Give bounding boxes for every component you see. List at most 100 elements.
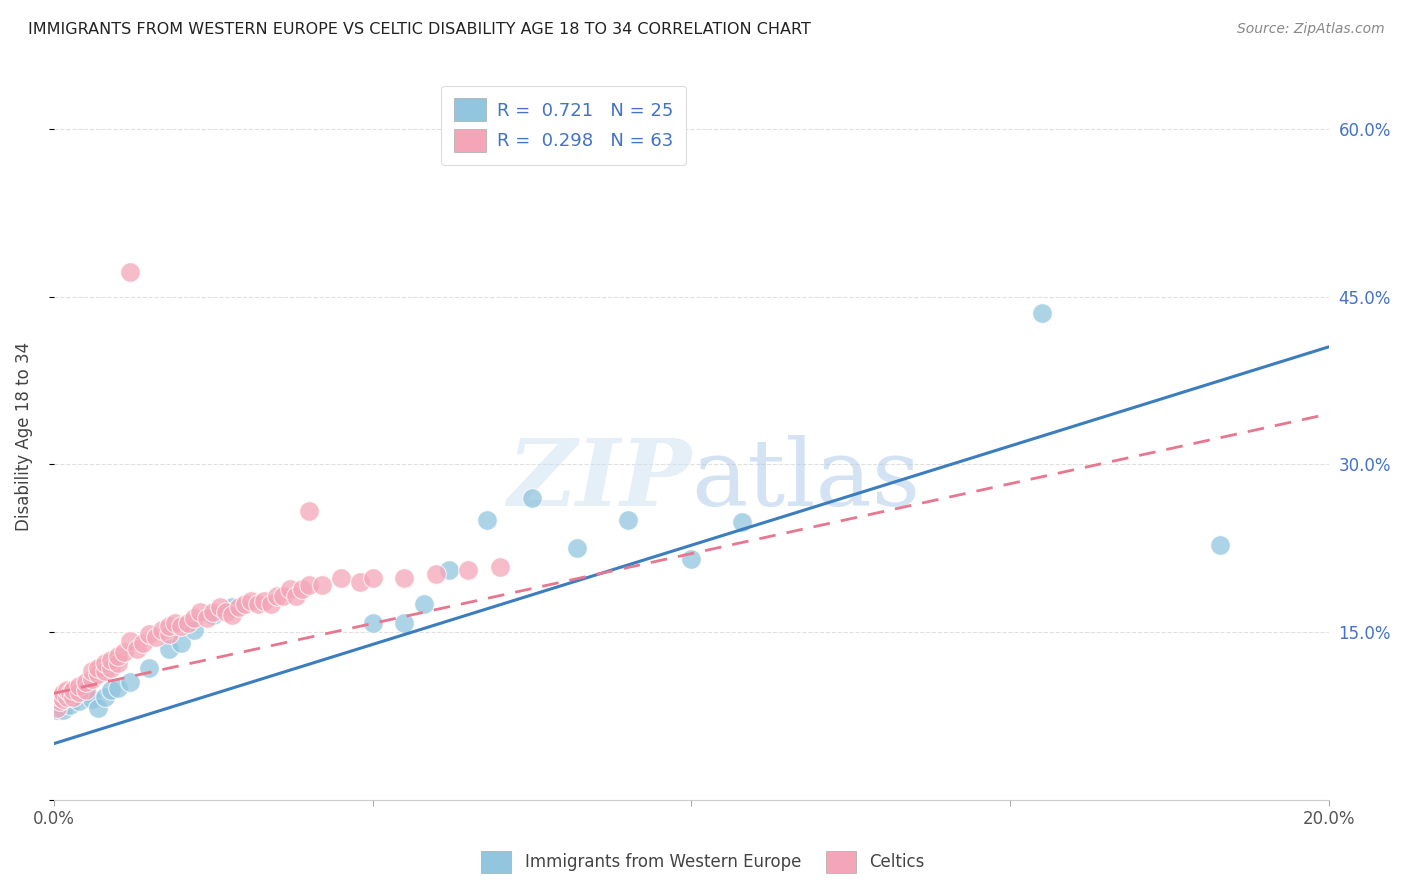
Point	[107, 649, 129, 664]
Y-axis label: Disability Age 18 to 34: Disability Age 18 to 34	[15, 342, 32, 531]
Point	[59, 698, 82, 712]
Point	[55, 690, 77, 704]
Point	[489, 560, 512, 574]
Point	[195, 611, 218, 625]
Point	[75, 675, 97, 690]
Point	[62, 690, 84, 704]
Legend: Immigrants from Western Europe, Celtics: Immigrants from Western Europe, Celtics	[475, 845, 931, 880]
Text: Source: ZipAtlas.com: Source: ZipAtlas.com	[1237, 22, 1385, 37]
Point	[157, 641, 180, 656]
Point	[208, 600, 231, 615]
Point	[46, 703, 69, 717]
Point	[46, 701, 69, 715]
Point	[170, 636, 193, 650]
Point	[183, 611, 205, 625]
Point	[291, 582, 314, 597]
Point	[228, 600, 250, 615]
Point	[94, 656, 117, 670]
Point	[361, 615, 384, 630]
Point	[145, 631, 167, 645]
Point	[138, 627, 160, 641]
Legend: R =  0.721   N = 25, R =  0.298   N = 63: R = 0.721 N = 25, R = 0.298 N = 63	[441, 86, 686, 164]
Point	[87, 667, 110, 681]
Point	[298, 504, 321, 518]
Text: IMMIGRANTS FROM WESTERN EUROPE VS CELTIC DISABILITY AGE 18 TO 34 CORRELATION CHA: IMMIGRANTS FROM WESTERN EUROPE VS CELTIC…	[28, 22, 811, 37]
Point	[75, 686, 97, 700]
Point	[52, 686, 75, 700]
Point	[183, 623, 205, 637]
Point	[221, 608, 243, 623]
Point	[157, 627, 180, 641]
Point	[681, 552, 703, 566]
Point	[412, 597, 434, 611]
Point	[49, 690, 72, 704]
Point	[1031, 306, 1053, 320]
Point	[349, 574, 371, 589]
Point	[266, 589, 288, 603]
Point	[636, 130, 658, 145]
Point	[329, 571, 352, 585]
Point	[240, 593, 263, 607]
Point	[80, 692, 103, 706]
Point	[120, 675, 142, 690]
Point	[87, 660, 110, 674]
Point	[94, 664, 117, 678]
Point	[520, 491, 543, 505]
Point	[394, 571, 416, 585]
Point	[100, 653, 122, 667]
Point	[215, 605, 238, 619]
Point	[233, 597, 256, 611]
Text: atlas: atlas	[692, 434, 921, 524]
Point	[55, 683, 77, 698]
Point	[177, 615, 200, 630]
Point	[202, 605, 225, 619]
Point	[132, 636, 155, 650]
Point	[49, 694, 72, 708]
Point	[1209, 538, 1232, 552]
Point	[112, 645, 135, 659]
Point	[67, 685, 90, 699]
Point	[437, 563, 460, 577]
Point	[616, 513, 638, 527]
Point	[125, 641, 148, 656]
Point	[246, 597, 269, 611]
Point	[278, 582, 301, 597]
Point	[107, 656, 129, 670]
Point	[311, 578, 333, 592]
Point	[202, 608, 225, 623]
Point	[67, 679, 90, 693]
Point	[731, 516, 754, 530]
Point	[94, 690, 117, 704]
Point	[425, 566, 447, 581]
Point	[52, 703, 75, 717]
Point	[100, 683, 122, 698]
Point	[477, 513, 499, 527]
Point	[80, 664, 103, 678]
Point	[59, 686, 82, 700]
Point	[75, 683, 97, 698]
Point	[120, 633, 142, 648]
Point	[107, 681, 129, 695]
Point	[62, 683, 84, 698]
Point	[55, 692, 77, 706]
Point	[120, 265, 142, 279]
Point	[67, 694, 90, 708]
Point	[170, 619, 193, 633]
Point	[394, 615, 416, 630]
Point	[87, 701, 110, 715]
Point	[150, 623, 173, 637]
Point	[62, 690, 84, 704]
Point	[163, 615, 186, 630]
Point	[80, 672, 103, 686]
Point	[457, 563, 479, 577]
Point	[100, 660, 122, 674]
Point	[361, 571, 384, 585]
Point	[565, 541, 588, 555]
Point	[221, 600, 243, 615]
Point	[253, 593, 276, 607]
Point	[259, 597, 281, 611]
Point	[49, 698, 72, 712]
Text: ZIP: ZIP	[508, 434, 692, 524]
Point	[190, 605, 212, 619]
Point	[138, 660, 160, 674]
